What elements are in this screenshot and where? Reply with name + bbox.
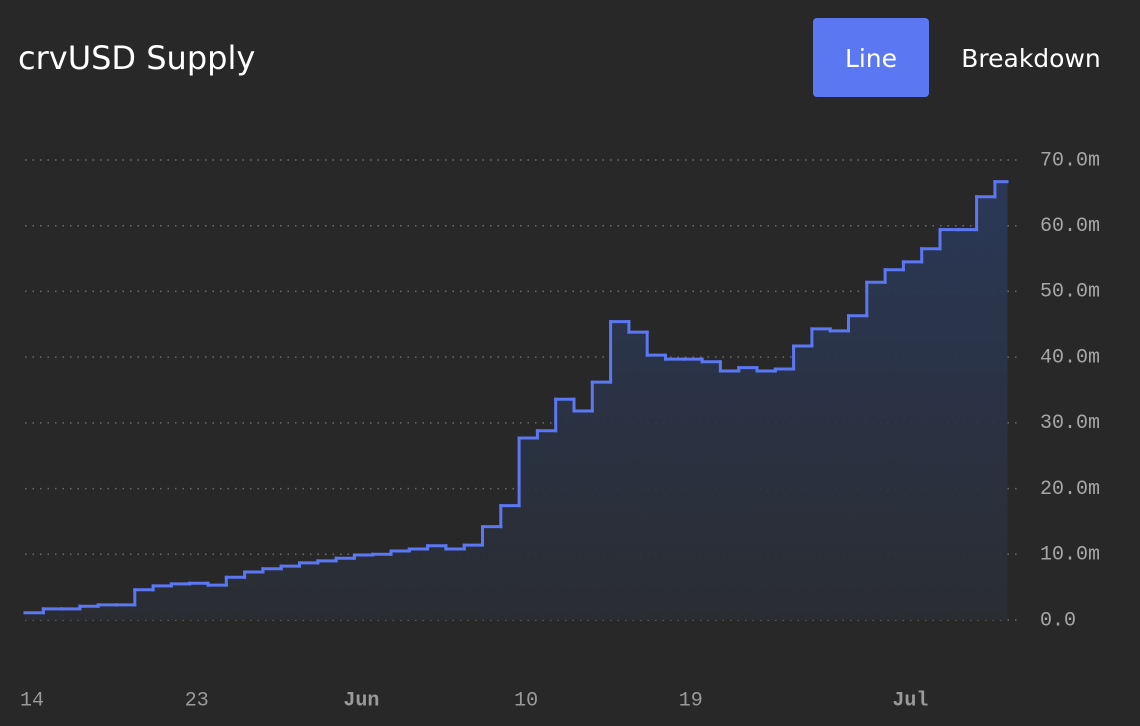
chart-title: crvUSD Supply (18, 39, 255, 77)
area-segment (226, 577, 246, 620)
area-segment (665, 359, 685, 620)
area-segment (994, 181, 1008, 620)
area-segment (610, 321, 630, 620)
y-tick-label: 30.0m (1040, 412, 1100, 435)
area-segment (79, 606, 99, 620)
area-segment (427, 545, 447, 620)
x-tick-label: Jul (892, 689, 928, 712)
area-segment (702, 361, 721, 620)
area-segment (281, 566, 300, 620)
y-tick-label: 70.0m (1040, 149, 1100, 172)
area-segment (683, 359, 703, 620)
area-segment (25, 612, 44, 620)
area-segment (262, 568, 282, 620)
y-tick-label: 10.0m (1040, 544, 1100, 567)
x-tick-label: 14 (20, 689, 44, 712)
area-segment (372, 554, 392, 620)
y-tick-label: 20.0m (1040, 478, 1100, 501)
area-segment (482, 526, 502, 620)
area-segment (537, 430, 557, 620)
x-tick-label: 19 (679, 689, 703, 712)
area-segment (592, 382, 612, 620)
area-segment (940, 229, 959, 620)
area-segment (464, 545, 483, 620)
tab-active-bg (813, 18, 929, 97)
x-tick-label: 10 (514, 689, 538, 712)
area-segment (445, 549, 465, 620)
y-tick-label: 0.0 (1040, 609, 1076, 632)
area-segment (134, 589, 154, 620)
axis-labels: 0.0 10.0m 20.0m 30.0m 40.0m 50.0m 60.0m 70.0m 14… (20, 149, 1100, 712)
area-segment (903, 261, 923, 620)
y-tick-label: 60.0m (1040, 215, 1100, 238)
tab-group: Line Breakdown (813, 18, 1101, 97)
y-tick-label: 50.0m (1040, 281, 1100, 304)
area-segment (958, 229, 978, 620)
area-segment (391, 551, 410, 620)
area-segment (848, 315, 868, 620)
area-segment (555, 399, 575, 620)
area-segment (208, 585, 227, 620)
area-segment (519, 437, 538, 620)
x-tick-label: Jun (343, 689, 379, 712)
area-segment (976, 196, 996, 621)
area-segment (921, 248, 941, 620)
area-segment (244, 572, 264, 620)
area-segment (500, 505, 520, 620)
area-segment (189, 583, 209, 620)
area-segment (43, 608, 63, 620)
area-segment (866, 282, 886, 620)
area-segment (317, 560, 337, 620)
area-segment (336, 558, 355, 620)
area-segment (409, 549, 429, 620)
area-segment (775, 368, 795, 620)
area-segment (628, 332, 648, 620)
area-segment (98, 604, 117, 620)
tab-button[interactable]: Breakdown (961, 44, 1101, 73)
area-segment (720, 370, 740, 620)
area-segment (738, 367, 758, 620)
line (23, 180, 1009, 615)
area-segment (757, 370, 776, 620)
area-segment (647, 355, 666, 620)
area-segment (299, 562, 319, 620)
area-segment (153, 585, 172, 620)
area-segment (811, 328, 831, 620)
x-tick-label: 23 (185, 689, 209, 712)
area-segment (574, 411, 593, 620)
area-segment (793, 345, 813, 620)
area-segment (830, 330, 849, 620)
area-segment (116, 604, 136, 620)
y-tick-label: 40.0m (1040, 346, 1100, 369)
area (25, 181, 1008, 621)
area-segment (354, 554, 374, 620)
tab-button[interactable]: Line (845, 44, 897, 73)
area-segment (885, 269, 904, 620)
area-segment (171, 583, 191, 620)
area-segment (61, 608, 81, 620)
